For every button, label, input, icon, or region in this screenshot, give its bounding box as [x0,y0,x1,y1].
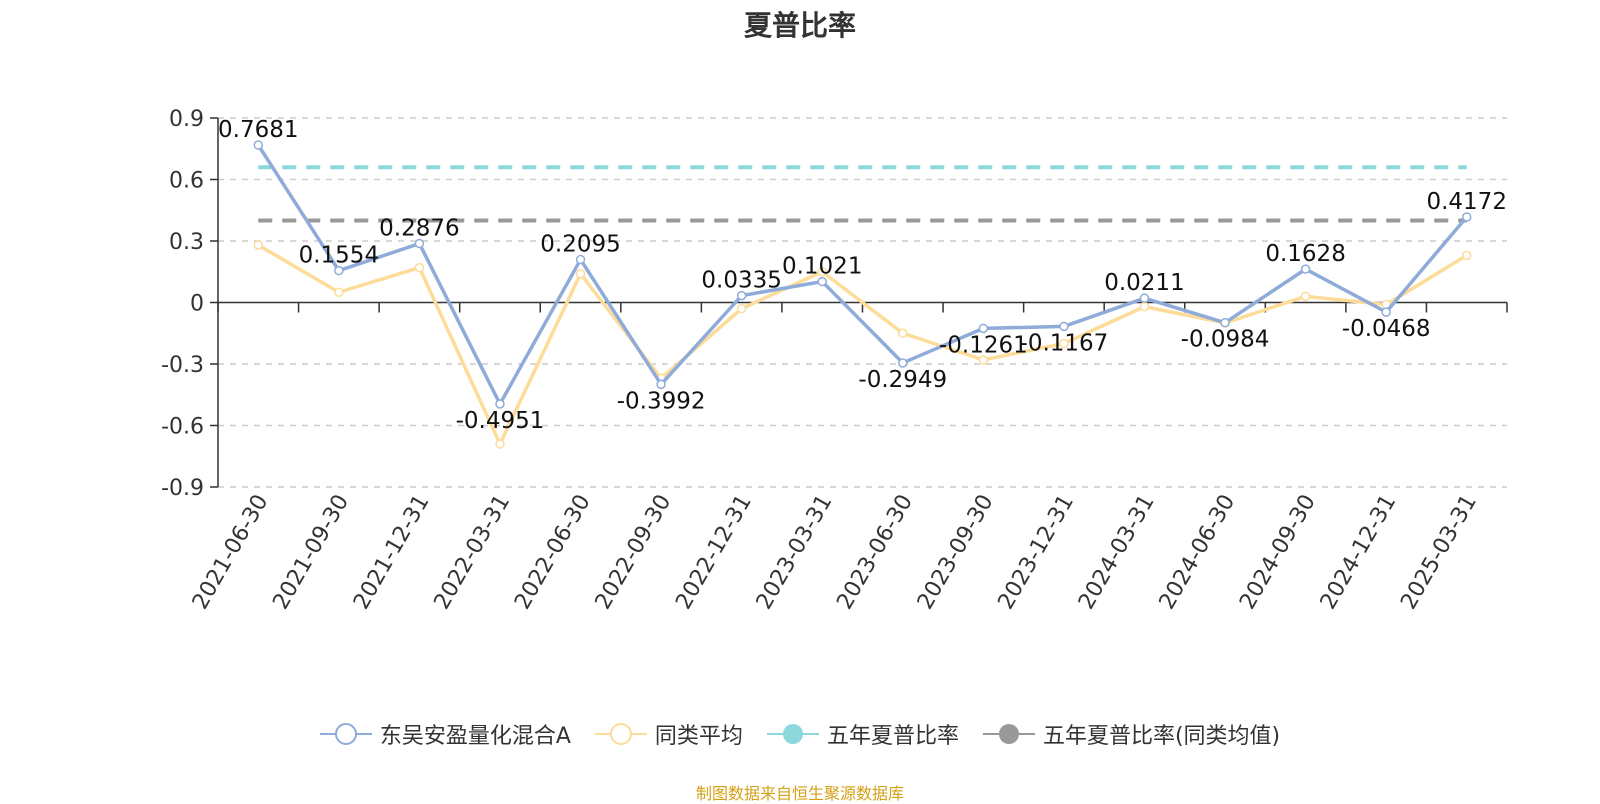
legend-swatch-five-year-sharpe [766,724,819,744]
data-point [736,290,747,301]
data-point [656,379,666,390]
data-point [1461,250,1472,261]
x-tick-label: 2023-12-31 [994,491,1080,614]
data-label: 0.1021 [782,254,862,280]
data-label: -0.1167 [1020,330,1109,356]
legend-item-peer-average[interactable]: 同类平均 [594,718,743,750]
legend: 东吴安盈量化混合A 同类平均 五年夏普比率 五年夏普比率(同类均值) [0,718,1600,750]
x-tick-label: 2021-09-30 [268,491,354,614]
data-label: -0.0984 [1181,327,1270,353]
legend-label-five-year-sharpe-peer: 五年夏普比率(同类均值) [1042,724,1281,749]
x-tick-label: 2024-03-31 [1074,491,1160,614]
legend-swatch-peer-average [594,723,647,745]
data-point [978,323,989,334]
x-tick-label: 2023-09-30 [913,491,999,614]
data-point [334,265,344,276]
data-label: -0.1261 [939,332,1028,358]
y-tick-label: 0.6 [169,169,204,194]
data-label: 0.2095 [540,232,620,258]
x-tick-label: 2024-06-30 [1155,491,1241,614]
data-label: -0.0468 [1342,316,1431,342]
legend-label-fund: 东吴安盈量化混合A [379,724,571,749]
data-point [253,240,264,250]
x-tick-label: 2022-06-30 [510,491,596,614]
data-point [334,287,344,297]
legend-item-five-year-sharpe[interactable]: 五年夏普比率 [766,718,959,750]
data-point [898,358,908,368]
data-point [1139,301,1150,312]
source-note: 制图数据来自恒生聚源数据库 [695,784,904,803]
data-label: 0.0211 [1104,270,1184,296]
data-label: -0.2949 [858,367,947,393]
y-tick-label: -0.3 [161,353,204,378]
legend-item-five-year-sharpe-peer[interactable]: 五年夏普比率(同类均值) [982,718,1281,750]
data-label: -0.3992 [617,388,706,414]
legend-swatch-fund [319,723,372,745]
data-point [575,269,586,279]
x-tick-label: 2021-12-31 [349,491,435,614]
x-tick-label: 2022-09-30 [591,491,677,614]
data-point [1059,338,1069,349]
data-point [817,276,827,287]
data-point [1139,293,1150,303]
x-tick-label: 2023-03-31 [752,491,838,614]
x-tick-label: 2022-12-31 [671,491,757,614]
data-point [1461,212,1472,222]
x-tick-label: 2023-06-30 [832,491,918,614]
data-label: 0.1628 [1265,241,1345,267]
data-point [898,328,908,338]
x-tick-label: 2024-09-30 [1235,491,1321,614]
x-tick-label: 2021-06-30 [188,491,274,614]
y-tick-label: -0.9 [161,476,204,501]
data-label: 0.4172 [1426,189,1506,215]
series-line [257,243,1468,446]
y-tick-label: 0.9 [169,107,204,132]
data-point [1220,317,1230,328]
data-label: 0.1554 [299,243,379,269]
data-point [575,254,586,265]
data-label: -0.4951 [456,408,545,434]
data-point [414,262,425,273]
y-tick-label: -0.6 [161,415,204,440]
chart-title: 夏普比率 [743,9,856,42]
data-point [495,439,505,449]
y-tick-label: 0.3 [169,230,204,255]
data-point [414,238,425,249]
data-point [1300,291,1311,302]
y-tick-label: 0 [190,292,204,317]
legend-swatch-five-year-sharpe-peer [982,724,1035,744]
legend-label-five-year-sharpe: 五年夏普比率 [826,724,959,749]
data-point [978,355,989,365]
data-label: 0.7681 [218,117,298,143]
x-tick-label: 2024-12-31 [1316,491,1402,614]
data-point [253,140,264,150]
legend-label-peer-average: 同类平均 [654,724,743,749]
legend-item-fund[interactable]: 东吴安盈量化混合A [319,718,571,750]
series-line [256,144,1469,406]
data-point [736,303,747,314]
data-label: 0.0335 [701,268,781,294]
data-point [1300,264,1311,274]
data-point [1381,307,1391,317]
data-label: 0.2876 [379,216,459,242]
x-tick-label: 2022-03-31 [430,491,516,614]
data-point [1059,321,1069,332]
x-tick-label: 2025-03-31 [1396,491,1482,614]
data-point [495,399,505,409]
data-point [817,267,827,277]
